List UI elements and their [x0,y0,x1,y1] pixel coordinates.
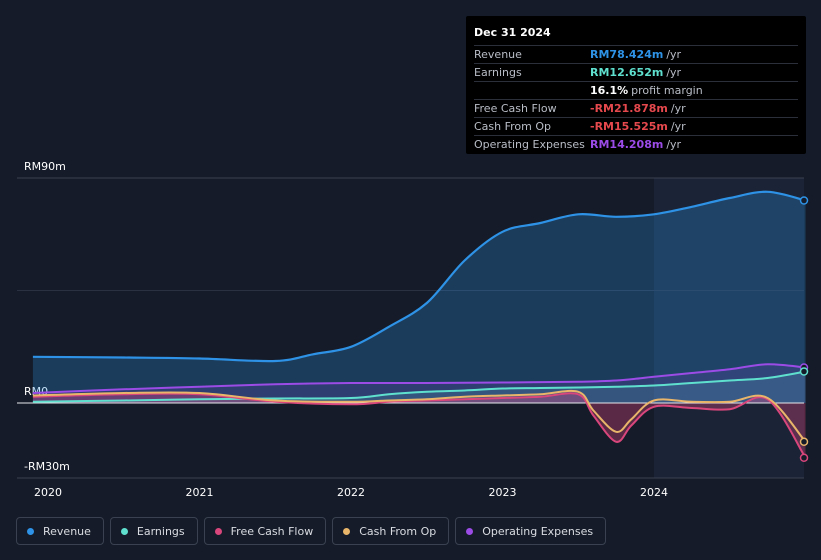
tooltip-row-label: Earnings [474,66,522,79]
cash_from_op-end-point [799,437,809,446]
tooltip-row-value: -RM15.525m [590,120,668,133]
tooltip-row-value: RM12.652m [590,66,664,79]
revenue-end-point [799,196,809,205]
revenue-line [32,190,806,363]
legend-label: Cash From Op [359,524,437,538]
tooltip-row-unit: /yr [670,120,686,133]
tooltip-row-label: Revenue [474,48,522,61]
tooltip-row-label: Free Cash Flow [474,102,557,115]
legend-label: Free Cash Flow [230,524,314,538]
free_cash_flow-area [32,393,806,458]
tooltip-row: Operating Expenses RM14.208m/yr [474,135,798,153]
free_cash_flow-end-point [799,453,809,462]
tooltip-row-unit: profit margin [631,84,703,97]
legend-dot-icon [120,527,128,535]
legend-item-cash-from-op[interactable]: Cash From Op [332,517,450,545]
legend-dot-icon [343,527,351,535]
tooltip-row-unit: /yr [666,48,682,61]
tooltip-row: Revenue RM78.424m/yr [474,45,798,63]
legend-label: Operating Expenses [482,524,594,538]
legend-dot-icon [27,527,34,535]
x-tick-label: 2022 [337,486,365,499]
revenue-area [32,191,806,403]
legend-item-revenue[interactable]: Revenue [16,517,104,545]
tooltip-row-unit: /yr [666,66,682,79]
tooltip-row-label: Operating Expenses [474,138,585,151]
tooltip-row-value: 16.1% [590,84,629,97]
x-tick-label: 2023 [489,486,517,499]
legend-label: Earnings [136,524,185,538]
cash_from_op-line [32,389,807,443]
legend-item-free-cash-flow[interactable]: Free Cash Flow [203,517,327,545]
tooltip-row-value: RM14.208m [590,138,664,151]
tooltip-date: Dec 31 2024 [474,26,551,39]
legend-label: Revenue [43,524,91,538]
tooltip-row-unit: /yr [666,138,682,151]
tooltip-row-value: -RM21.878m [590,102,668,115]
tooltip-row-label [474,82,590,99]
legend-item-operating-expenses[interactable]: Operating Expenses [455,517,607,545]
highlight-region [654,178,804,478]
x-tick-label: 2020 [34,486,62,499]
legend-dot-icon [466,527,474,535]
earnings-end-point [799,367,809,376]
tooltip-row: Earnings RM12.652m/yr [474,63,798,81]
tooltip-row: 16.1% profit margin [474,81,798,99]
data-tooltip: Dec 31 2024 Revenue RM78.424m/yr Earnings R… [466,16,806,154]
y-tick-label: RM90m [24,160,66,173]
chart-legend: Revenue Earnings Free Cash Flow Cash From O… [16,517,607,545]
y-tick-label: -RM30m [24,460,70,473]
free_cash_flow-line [32,392,807,459]
tooltip-row: Cash From Op -RM15.525m/yr [474,117,798,135]
operating_expenses-line [32,363,806,394]
tooltip-row-label: Cash From Op [474,120,552,133]
x-tick-label: 2024 [640,486,668,499]
tooltip-row-unit: /yr [670,102,686,115]
earnings-line [32,370,806,403]
tooltip-row: Free Cash Flow -RM21.878m/yr [474,99,798,117]
legend-item-earnings[interactable]: Earnings [109,517,198,545]
legend-dot-icon [214,527,222,535]
tooltip-row-value: RM78.424m [590,48,664,61]
earnings-area [32,371,806,403]
x-tick-label: 2021 [186,486,214,499]
